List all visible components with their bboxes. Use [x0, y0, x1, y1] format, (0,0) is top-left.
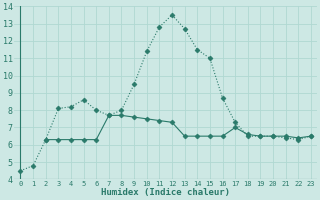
- X-axis label: Humidex (Indice chaleur): Humidex (Indice chaleur): [101, 188, 230, 197]
